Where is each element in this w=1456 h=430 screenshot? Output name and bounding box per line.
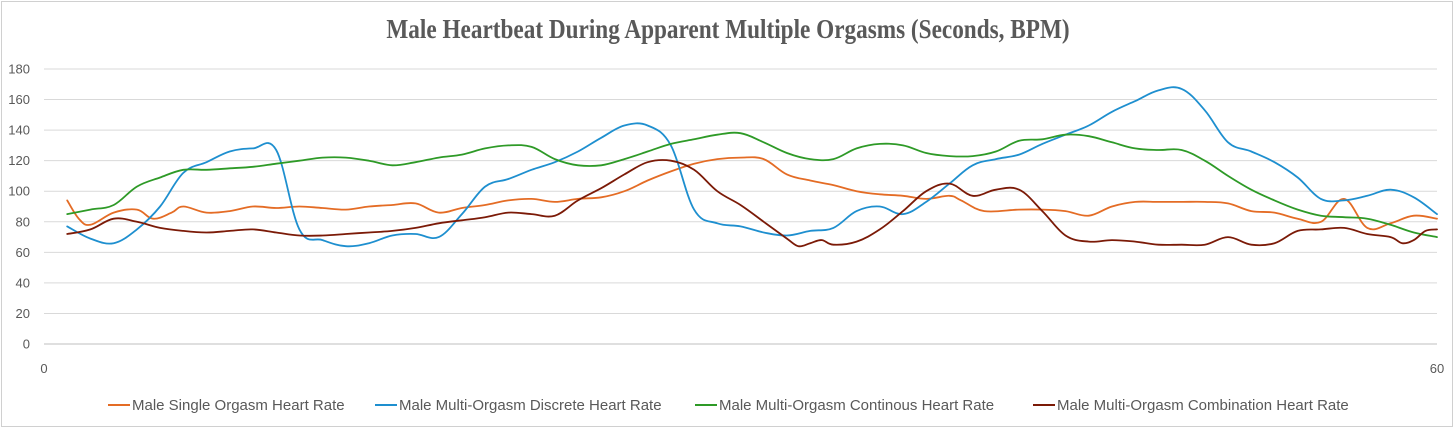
y-tick-label: 60 (16, 245, 30, 260)
series-line-2 (66, 86, 1438, 248)
legend-label: Male Multi-Orgasm Continous Heart Rate (719, 397, 994, 414)
chart-title: Male Heartbeat During Apparent Multiple … (386, 14, 1070, 44)
x-axis-ticks: 0 60 (40, 361, 1444, 376)
y-tick-label: 120 (8, 153, 30, 168)
series-line-3 (66, 131, 1438, 238)
y-axis-ticks: 0 20 40 60 80 100 120 140 160 180 (8, 62, 30, 352)
y-tick-label: 100 (8, 184, 30, 199)
y-tick-label: 180 (8, 62, 30, 77)
legend: Male Single Orgasm Heart Rate Male Multi-… (108, 397, 1349, 414)
y-tick-label: 0 (23, 337, 30, 352)
legend-label: Male Multi-Orgasm Discrete Heart Rate (399, 397, 662, 414)
legend-label: Male Multi-Orgasm Combination Heart Rate (1057, 397, 1349, 414)
y-tick-label: 40 (16, 275, 30, 290)
legend-label: Male Single Orgasm Heart Rate (132, 397, 345, 414)
series-line-4 (66, 159, 1438, 248)
x-tick-label: 60 (1430, 361, 1444, 376)
x-tick-label: 0 (40, 361, 47, 376)
y-tick-label: 80 (16, 214, 30, 229)
series-lines (66, 86, 1438, 248)
y-tick-label: 20 (16, 306, 30, 321)
series-line-1 (66, 156, 1438, 231)
y-tick-label: 160 (8, 92, 30, 107)
y-tick-label: 140 (8, 123, 30, 138)
